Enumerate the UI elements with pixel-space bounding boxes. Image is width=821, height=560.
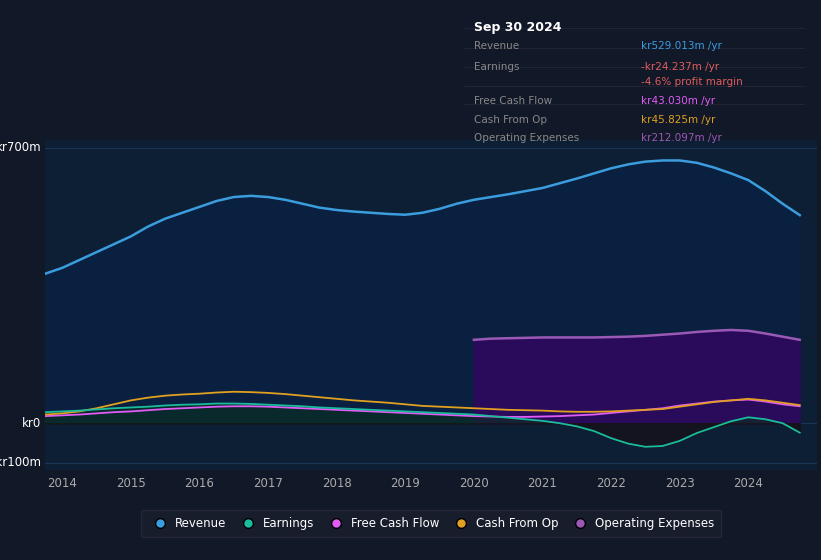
Text: kr529.013m /yr: kr529.013m /yr <box>641 41 722 52</box>
Text: kr45.825m /yr: kr45.825m /yr <box>641 115 715 124</box>
Legend: Revenue, Earnings, Free Cash Flow, Cash From Op, Operating Expenses: Revenue, Earnings, Free Cash Flow, Cash … <box>140 510 722 537</box>
Text: kr43.030m /yr: kr43.030m /yr <box>641 96 715 106</box>
Text: Cash From Op: Cash From Op <box>474 115 547 124</box>
Text: -4.6% profit margin: -4.6% profit margin <box>641 77 743 87</box>
Text: -kr100m: -kr100m <box>0 456 41 469</box>
Text: -kr24.237m /yr: -kr24.237m /yr <box>641 62 719 72</box>
Text: Earnings: Earnings <box>474 62 520 72</box>
Text: kr0: kr0 <box>22 417 41 430</box>
Text: Operating Expenses: Operating Expenses <box>474 133 580 143</box>
Text: Sep 30 2024: Sep 30 2024 <box>474 21 562 34</box>
Text: kr700m: kr700m <box>0 141 41 155</box>
Text: Free Cash Flow: Free Cash Flow <box>474 96 553 106</box>
Text: Revenue: Revenue <box>474 41 519 52</box>
Text: kr212.097m /yr: kr212.097m /yr <box>641 133 722 143</box>
